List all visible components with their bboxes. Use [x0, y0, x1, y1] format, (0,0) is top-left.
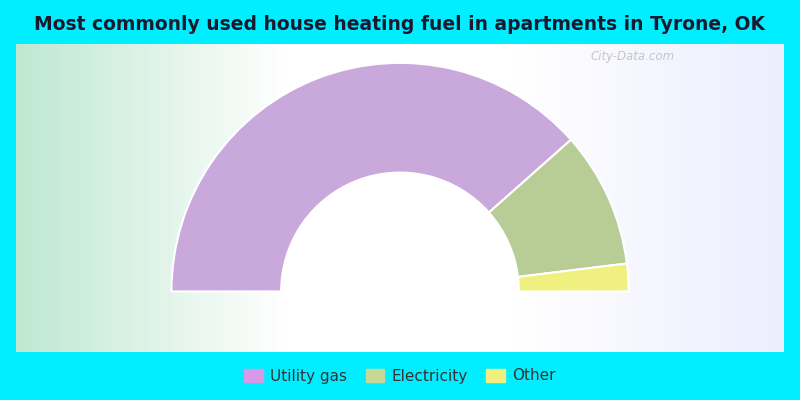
Wedge shape: [518, 264, 629, 292]
Wedge shape: [489, 140, 627, 277]
Legend: Utility gas, Electricity, Other: Utility gas, Electricity, Other: [238, 362, 562, 390]
Wedge shape: [171, 63, 571, 292]
Text: City-Data.com: City-Data.com: [590, 50, 674, 63]
Text: Most commonly used house heating fuel in apartments in Tyrone, OK: Most commonly used house heating fuel in…: [34, 15, 766, 34]
